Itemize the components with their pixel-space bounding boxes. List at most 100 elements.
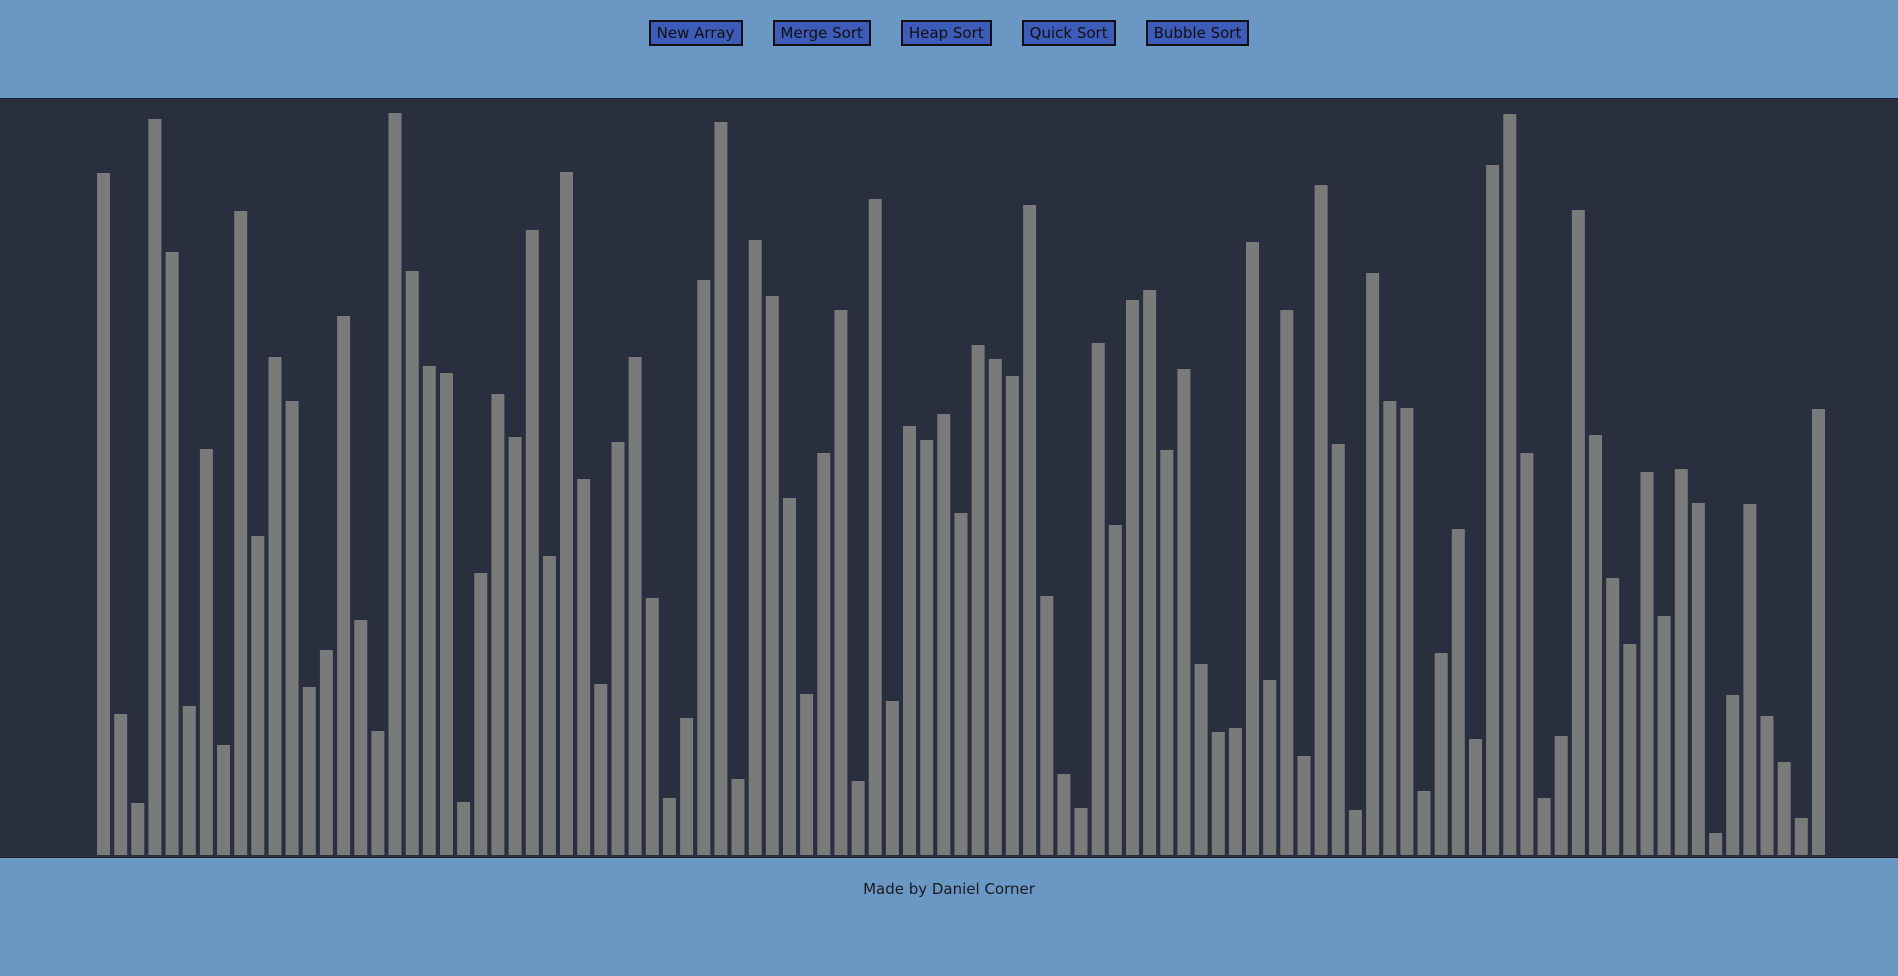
- array-bars: [97, 113, 1825, 855]
- array-bar: [937, 414, 951, 855]
- array-bars-container: [0, 98, 1898, 858]
- array-bar: [1331, 444, 1345, 855]
- array-bar: [1469, 739, 1482, 855]
- array-bar: [422, 366, 436, 855]
- array-bar: [131, 803, 145, 855]
- array-bar: [388, 113, 402, 855]
- array-bar: [971, 345, 985, 855]
- array-bar: [1314, 185, 1328, 855]
- array-bar: [1794, 818, 1808, 855]
- array-bar: [645, 598, 659, 855]
- array-bar: [1143, 290, 1157, 855]
- array-bar: [1726, 695, 1740, 855]
- array-bar: [954, 513, 968, 855]
- button-row: New Array Merge Sort Heap Sort Quick Sor…: [0, 20, 1898, 46]
- array-bar: [525, 230, 539, 855]
- array-bar: [1606, 578, 1620, 855]
- array-bar: [1126, 300, 1139, 855]
- array-bar: [868, 199, 882, 855]
- merge-sort-button[interactable]: Merge Sort: [772, 20, 871, 46]
- array-bar: [1057, 774, 1071, 855]
- array-bar: [1503, 114, 1517, 855]
- array-bar: [474, 573, 488, 855]
- array-bar: [285, 401, 299, 855]
- array-bar: [1228, 728, 1242, 855]
- array-bar: [1709, 833, 1723, 855]
- array-bar: [611, 442, 625, 855]
- array-bar: [834, 310, 848, 855]
- array-bar: [371, 731, 385, 855]
- array-bar: [885, 701, 899, 855]
- array-bar: [1743, 504, 1757, 855]
- quick-sort-button[interactable]: Quick Sort: [1021, 20, 1116, 46]
- array-bar: [1674, 469, 1688, 855]
- new-array-button[interactable]: New Array: [648, 20, 743, 46]
- array-bar: [1520, 453, 1534, 855]
- array-bar: [1400, 408, 1414, 855]
- toolbar: New Array Merge Sort Heap Sort Quick Sor…: [0, 0, 1898, 98]
- array-bar: [1366, 273, 1380, 855]
- array-bar: [440, 373, 453, 855]
- array-bar: [182, 706, 196, 855]
- array-bar: [988, 359, 1002, 855]
- array-bar: [1246, 242, 1259, 855]
- array-bar: [680, 718, 694, 855]
- array-bar: [1691, 503, 1705, 855]
- array-bar: [1023, 205, 1037, 855]
- array-bar: [1417, 791, 1431, 855]
- array-bar: [731, 779, 745, 855]
- array-bar: [1091, 343, 1105, 855]
- array-bar: [1040, 596, 1054, 855]
- array-bar: [165, 252, 179, 855]
- array-bar: [594, 684, 608, 855]
- array-bar: [337, 316, 351, 855]
- array-bar: [1434, 653, 1448, 855]
- array-bar: [697, 280, 711, 855]
- array-bar: [1760, 716, 1774, 855]
- array-bar: [903, 426, 916, 855]
- array-bar: [765, 296, 779, 855]
- array-bar: [783, 498, 796, 855]
- array-bar: [1571, 210, 1585, 855]
- array-bar: [1777, 762, 1791, 855]
- array-bar: [800, 694, 814, 855]
- array-bar: [577, 479, 591, 855]
- array-bar: [714, 122, 728, 855]
- array-bar: [199, 449, 213, 855]
- array-bar: [217, 745, 230, 855]
- array-bar: [1005, 376, 1019, 855]
- array-bar: [405, 271, 419, 855]
- array-bar: [508, 437, 522, 855]
- array-bar: [1640, 472, 1654, 855]
- array-bar: [1623, 644, 1637, 855]
- array-bar: [319, 650, 333, 855]
- array-bar: [1657, 616, 1671, 855]
- array-bar: [920, 440, 934, 855]
- array-bar: [354, 620, 368, 855]
- array-bar: [1451, 529, 1465, 855]
- footer: Made by Daniel Corner: [0, 858, 1898, 976]
- array-bar: [457, 802, 471, 855]
- array-bar: [1211, 732, 1225, 855]
- heap-sort-button[interactable]: Heap Sort: [900, 20, 992, 46]
- array-bar: [662, 798, 676, 855]
- array-bar: [628, 357, 642, 855]
- array-bar: [251, 536, 265, 855]
- array-bar: [851, 781, 865, 855]
- array-bar: [1554, 736, 1568, 855]
- array-bar: [748, 240, 762, 855]
- array-bar: [1074, 808, 1088, 855]
- array-bar: [148, 119, 162, 855]
- array-bar: [1263, 680, 1277, 855]
- array-bar: [1297, 756, 1311, 855]
- array-bar: [114, 714, 128, 855]
- array-bar: [1160, 450, 1174, 855]
- array-bar: [1194, 664, 1208, 855]
- array-bar: [1537, 798, 1551, 855]
- array-bar: [817, 453, 831, 855]
- credit-text: Made by Daniel Corner: [863, 880, 1035, 898]
- array-bar: [1348, 810, 1362, 855]
- array-bar: [1108, 525, 1122, 855]
- bubble-sort-button[interactable]: Bubble Sort: [1145, 20, 1250, 46]
- array-bar: [542, 556, 556, 855]
